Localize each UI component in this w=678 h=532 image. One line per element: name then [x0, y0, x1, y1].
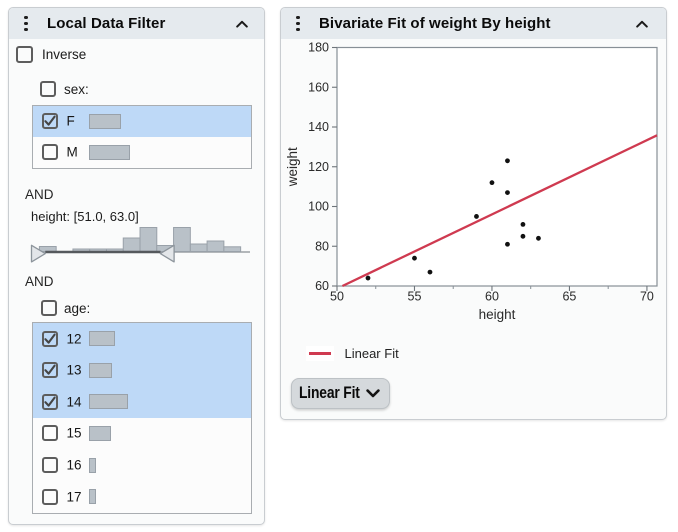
linear-fit-menu-button[interactable]: Linear Fit: [291, 377, 390, 409]
linear-fit-line-swatch: [309, 351, 331, 355]
filter-item-row-17[interactable]: 17: [33, 481, 251, 513]
filter-item-row-M[interactable]: M: [33, 137, 251, 168]
item-label: 12: [66, 331, 82, 347]
svg-text:80: 80: [315, 239, 329, 253]
kebab-menu-icon[interactable]: [296, 15, 300, 32]
and-label-1: AND: [25, 187, 54, 202]
count-bar: [89, 394, 128, 410]
height-histogram-slider[interactable]: [9, 39, 264, 524]
and-label-2: AND: [25, 274, 54, 289]
item-label: 15: [66, 425, 82, 441]
item-label: M: [66, 144, 78, 160]
count-bar: [89, 144, 130, 160]
item-checkbox[interactable]: [42, 362, 58, 379]
svg-text:weight: weight: [285, 147, 300, 187]
report-panel-header: Bivariate Fit of weight By height: [281, 8, 666, 39]
legend-label: Linear Fit: [344, 345, 399, 361]
item-label: 17: [66, 489, 82, 505]
item-label: F: [66, 113, 75, 129]
item-checkbox[interactable]: [42, 330, 58, 347]
filter-item-row-12[interactable]: 12: [32, 322, 251, 355]
item-checkbox[interactable]: [42, 425, 58, 442]
item-checkbox[interactable]: [42, 393, 58, 410]
legend-swatch: [306, 345, 334, 361]
svg-text:70: 70: [640, 290, 654, 304]
collapse-button[interactable]: [627, 8, 657, 39]
sex-group-label: sex:: [64, 82, 89, 97]
fit-legend: Linear Fit: [306, 345, 399, 361]
chevron-up-icon: [236, 20, 248, 28]
count-bar: [89, 425, 111, 441]
filter-item-row-14[interactable]: 14: [32, 386, 251, 418]
inverse-label: Inverse: [42, 47, 87, 62]
item-checkbox[interactable]: [42, 113, 58, 130]
bivariate-fit-panel: Bivariate Fit of weight By height 60 80 10…: [280, 7, 667, 420]
count-bar: [89, 331, 115, 347]
svg-text:120: 120: [308, 160, 329, 174]
kebab-menu-icon[interactable]: [24, 15, 28, 32]
svg-text:50: 50: [330, 290, 344, 304]
age-group-checkbox[interactable]: [41, 300, 57, 316]
item-checkbox[interactable]: [42, 457, 58, 474]
collapse-button[interactable]: [227, 8, 257, 39]
scatter-plot[interactable]: 60 80 100 120 140 160 180 50 55 60 65 70 height weigh…: [281, 39, 666, 369]
item-checkbox[interactable]: [42, 488, 58, 505]
svg-text:180: 180: [308, 41, 329, 55]
linear-fit-button-label: Linear Fit: [299, 383, 360, 402]
age-group-label: age:: [64, 301, 91, 316]
svg-text:140: 140: [308, 120, 329, 134]
filter-item-row-15[interactable]: 15: [33, 418, 251, 450]
count-bar: [89, 457, 96, 473]
sex-group-checkbox[interactable]: [40, 81, 56, 97]
item-checkbox[interactable]: [42, 144, 58, 161]
filter-item-row-16[interactable]: 16: [33, 449, 251, 481]
svg-text:100: 100: [308, 200, 329, 214]
chevron-up-icon: [636, 20, 648, 28]
filter-panel-header: Local Data Filter: [9, 8, 264, 39]
svg-text:65: 65: [562, 290, 576, 304]
count-bar: [89, 489, 96, 505]
item-label: 14: [66, 394, 82, 410]
filter-item-row-13[interactable]: 13: [32, 354, 251, 386]
count-bar: [89, 362, 112, 378]
svg-text:60: 60: [315, 279, 329, 293]
svg-text:60: 60: [485, 290, 499, 304]
report-panel-body: 60 80 100 120 140 160 180 50 55 60 65 70 height weigh…: [281, 39, 666, 419]
svg-text:160: 160: [308, 80, 329, 94]
count-bar: [89, 113, 121, 129]
inverse-checkbox[interactable]: [16, 46, 33, 63]
report-panel-title: Bivariate Fit of weight By height: [319, 15, 551, 32]
filter-panel-title: Local Data Filter: [47, 15, 166, 32]
filter-item-row-F[interactable]: F: [32, 105, 251, 137]
svg-text:height: height: [479, 307, 516, 322]
svg-text:55: 55: [408, 290, 422, 304]
height-range-label: height: [51.0, 63.0]: [31, 208, 139, 224]
item-label: 13: [66, 362, 82, 378]
item-label: 16: [66, 457, 82, 473]
chevron-down-icon: [366, 389, 380, 398]
age-list-box: 12 13 14 15 16 17: [31, 321, 252, 514]
